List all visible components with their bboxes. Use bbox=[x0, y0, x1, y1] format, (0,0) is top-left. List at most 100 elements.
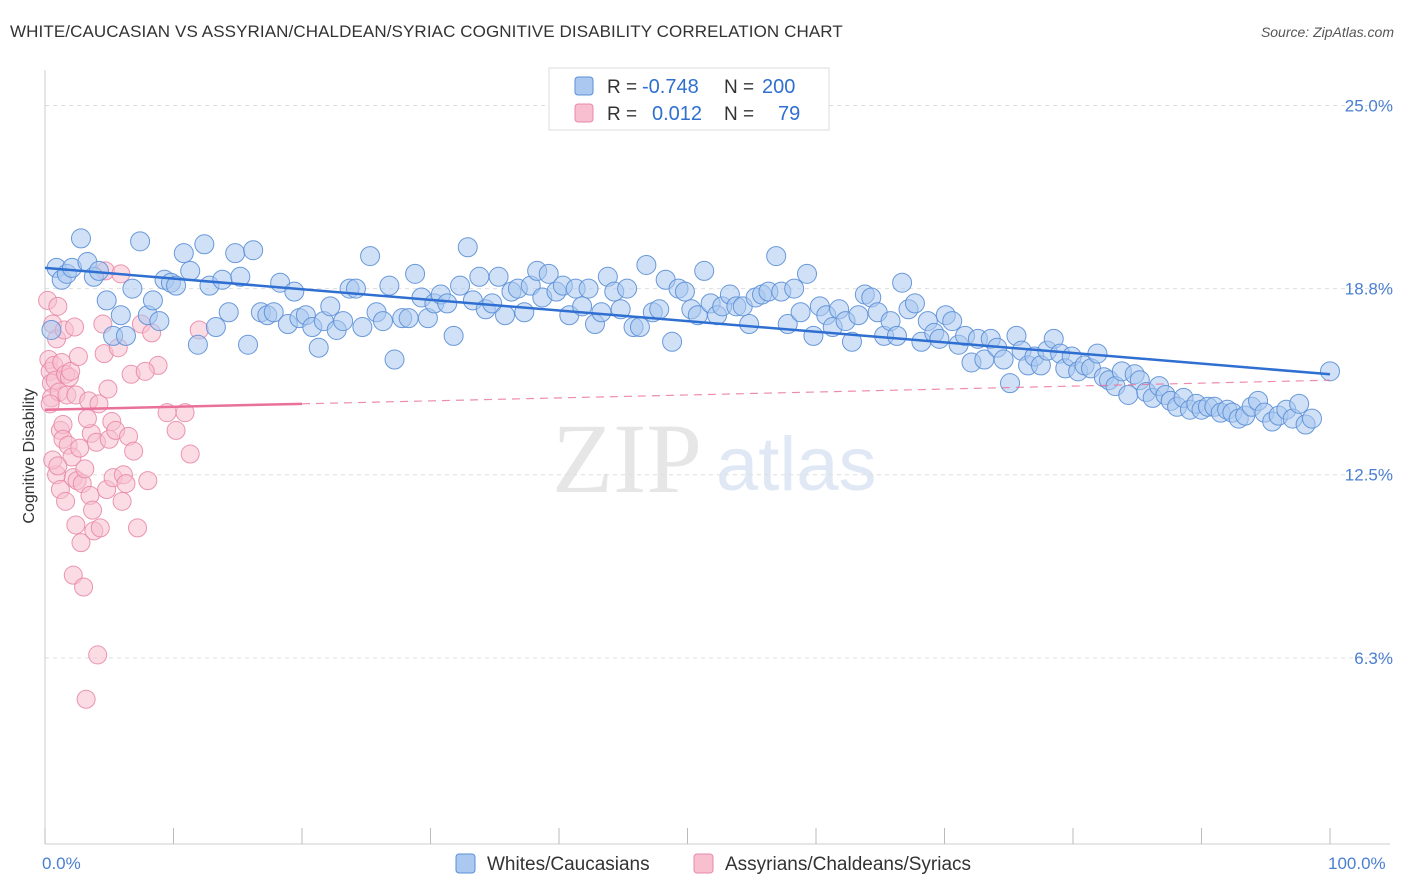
y-tick-label: 6.3% bbox=[1354, 649, 1393, 668]
pink-data-point bbox=[83, 500, 103, 520]
blue-data-point bbox=[218, 302, 239, 323]
blue-data-point bbox=[892, 272, 913, 293]
legend-r-value-1: 0.012 bbox=[652, 103, 702, 125]
pink-data-point bbox=[138, 471, 158, 491]
watermark-atlas: atlas bbox=[716, 422, 877, 507]
blue-data-point bbox=[797, 263, 818, 284]
blue-data-point bbox=[942, 311, 963, 332]
blue-data-point bbox=[379, 275, 400, 296]
pink-trend-extension bbox=[301, 379, 1331, 405]
blue-data-point bbox=[457, 237, 478, 258]
blue-data-point bbox=[848, 305, 869, 326]
blue-data-point bbox=[230, 266, 251, 287]
pink-data-point bbox=[180, 444, 200, 464]
x-tick-label-100: 100.0% bbox=[1328, 854, 1386, 873]
blue-data-point bbox=[617, 278, 638, 299]
pink-data-point bbox=[175, 403, 195, 423]
y-tick-labels: 25.0% 18.8% 12.5% 6.3% bbox=[1345, 96, 1393, 667]
pink-data-point bbox=[128, 518, 148, 538]
pink-data-point bbox=[166, 420, 186, 440]
blue-series-points bbox=[41, 228, 1340, 435]
pink-data-point bbox=[48, 296, 68, 316]
legend-box: R = -0.748 N = 200 R = 0.012 N = 79 bbox=[548, 67, 830, 131]
blue-data-point bbox=[320, 296, 341, 317]
x-tick-label-0: 0.0% bbox=[42, 854, 81, 873]
trend-lines bbox=[44, 266, 1331, 411]
blue-data-point bbox=[929, 328, 950, 349]
legend-n-value-0: 200 bbox=[762, 76, 795, 98]
legend-n-value-1: 79 bbox=[778, 103, 800, 125]
pink-data-point bbox=[70, 438, 90, 458]
blue-data-point bbox=[70, 228, 91, 249]
pink-data-point bbox=[112, 491, 132, 511]
pink-trend-line bbox=[44, 402, 303, 411]
legend-n-label-0: N = bbox=[724, 77, 754, 98]
blue-data-point bbox=[694, 260, 715, 281]
blue-data-point bbox=[629, 317, 650, 338]
blue-data-point bbox=[1289, 393, 1310, 414]
blue-data-point bbox=[450, 275, 471, 296]
blue-data-point bbox=[538, 263, 559, 284]
legend-blue-swatch bbox=[574, 76, 594, 96]
blue-data-point bbox=[352, 317, 373, 338]
blue-data-point bbox=[212, 269, 233, 290]
blue-data-point bbox=[790, 302, 811, 323]
blue-data-point bbox=[122, 278, 143, 299]
pink-data-point bbox=[65, 317, 85, 337]
blue-data-point bbox=[360, 246, 381, 267]
pink-data-point bbox=[76, 689, 96, 709]
legend-r-label-0: R = bbox=[607, 77, 637, 98]
blue-data-point bbox=[514, 302, 535, 323]
blue-data-point bbox=[142, 290, 163, 311]
pink-data-point bbox=[98, 379, 118, 399]
y-axis-label: Cognitive Disability bbox=[21, 388, 38, 523]
blue-data-point bbox=[803, 325, 824, 346]
blue-data-point bbox=[115, 325, 136, 346]
blue-data-point bbox=[886, 325, 907, 346]
blue-data-point bbox=[41, 319, 62, 340]
blue-data-point bbox=[841, 331, 862, 352]
pink-data-point bbox=[90, 518, 110, 538]
blue-data-point bbox=[784, 278, 805, 299]
y-tick-label: 18.8% bbox=[1345, 280, 1393, 299]
bottom-legend-label-assyrians: Assyrians/Chaldeans/Syriacs bbox=[725, 854, 971, 875]
grid-lines bbox=[45, 104, 1390, 659]
blue-data-point bbox=[225, 243, 246, 264]
legend-r-label-1: R = bbox=[607, 104, 637, 125]
blue-data-point bbox=[495, 305, 516, 326]
blue-data-point bbox=[187, 334, 208, 355]
pink-data-point bbox=[135, 361, 155, 381]
bottom-legend-label-whites: Whites/Caucasians bbox=[487, 854, 650, 875]
blue-data-point bbox=[263, 302, 284, 323]
blue-data-point bbox=[1000, 373, 1021, 394]
blue-data-point bbox=[308, 337, 329, 358]
blue-data-point bbox=[993, 349, 1014, 370]
blue-data-point bbox=[904, 293, 925, 314]
blue-data-point bbox=[110, 305, 131, 326]
y-tick-label: 12.5% bbox=[1345, 466, 1393, 485]
pink-series-points bbox=[38, 261, 209, 709]
blue-data-point bbox=[96, 290, 117, 311]
blue-data-point bbox=[398, 308, 419, 329]
pink-data-point bbox=[48, 456, 68, 476]
pink-data-point bbox=[68, 347, 88, 367]
pink-data-point bbox=[116, 474, 136, 494]
blue-data-point bbox=[166, 275, 187, 296]
blue-data-point bbox=[372, 311, 393, 332]
blue-data-point bbox=[405, 263, 426, 284]
bottom-legend-pink-swatch bbox=[693, 853, 714, 874]
blue-data-point bbox=[284, 281, 305, 302]
pink-data-point bbox=[74, 577, 94, 597]
blue-data-point bbox=[662, 331, 683, 352]
blue-data-point bbox=[766, 246, 787, 267]
legend-pink-swatch bbox=[574, 103, 594, 123]
pink-data-point bbox=[66, 515, 86, 535]
blue-data-point bbox=[488, 266, 509, 287]
blue-data-point bbox=[674, 281, 695, 302]
bottom-legend-blue-swatch bbox=[455, 853, 476, 874]
blue-trend-line bbox=[44, 266, 1331, 376]
watermark-zip: ZIP bbox=[552, 403, 702, 514]
pink-data-point bbox=[88, 645, 108, 665]
blue-data-point bbox=[739, 314, 760, 335]
